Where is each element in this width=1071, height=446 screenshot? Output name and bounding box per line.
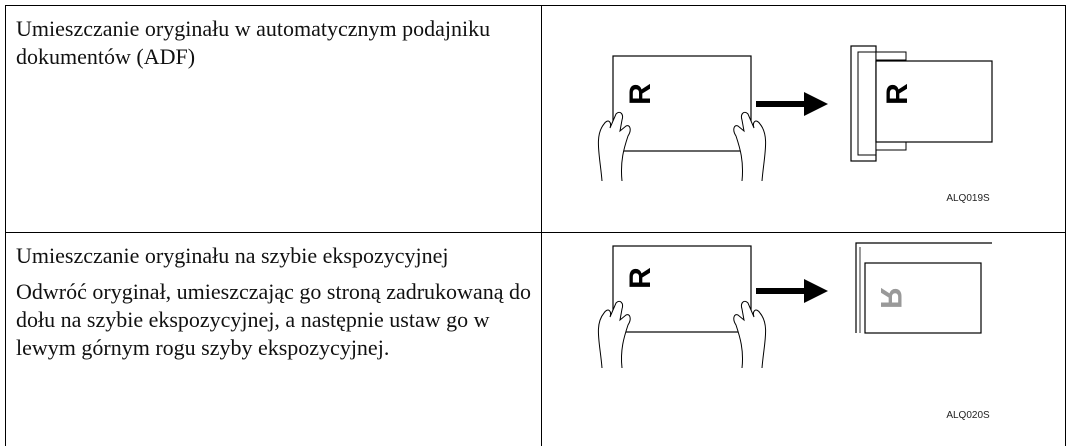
row-title: Umieszczanie oryginału w automatycznym p… xyxy=(16,16,491,69)
table-cell: Umieszczanie oryginału na szybie ekspozy… xyxy=(5,232,541,446)
illustration: R R ALQ019S xyxy=(597,45,993,204)
figure-letter: R xyxy=(881,83,914,105)
figure-code: ALQ019S xyxy=(946,193,990,204)
figure-cell: R R ALQ020S xyxy=(541,232,1066,446)
row-description: Odwróć oryginał, umieszczając go stroną … xyxy=(16,279,531,360)
figure-code: ALQ020S xyxy=(946,410,990,421)
table-cell: Umieszczanie oryginału w automatycznym p… xyxy=(5,5,541,232)
figure-letter: R xyxy=(624,267,657,289)
figure-cell: R R ALQ019S xyxy=(541,5,1066,232)
figure-letter: R xyxy=(874,287,907,309)
illustration: R R ALQ020S xyxy=(597,242,992,421)
row-title: Umieszczanie oryginału na szybie ekspozy… xyxy=(16,243,449,268)
figure-letter: R xyxy=(624,83,657,105)
